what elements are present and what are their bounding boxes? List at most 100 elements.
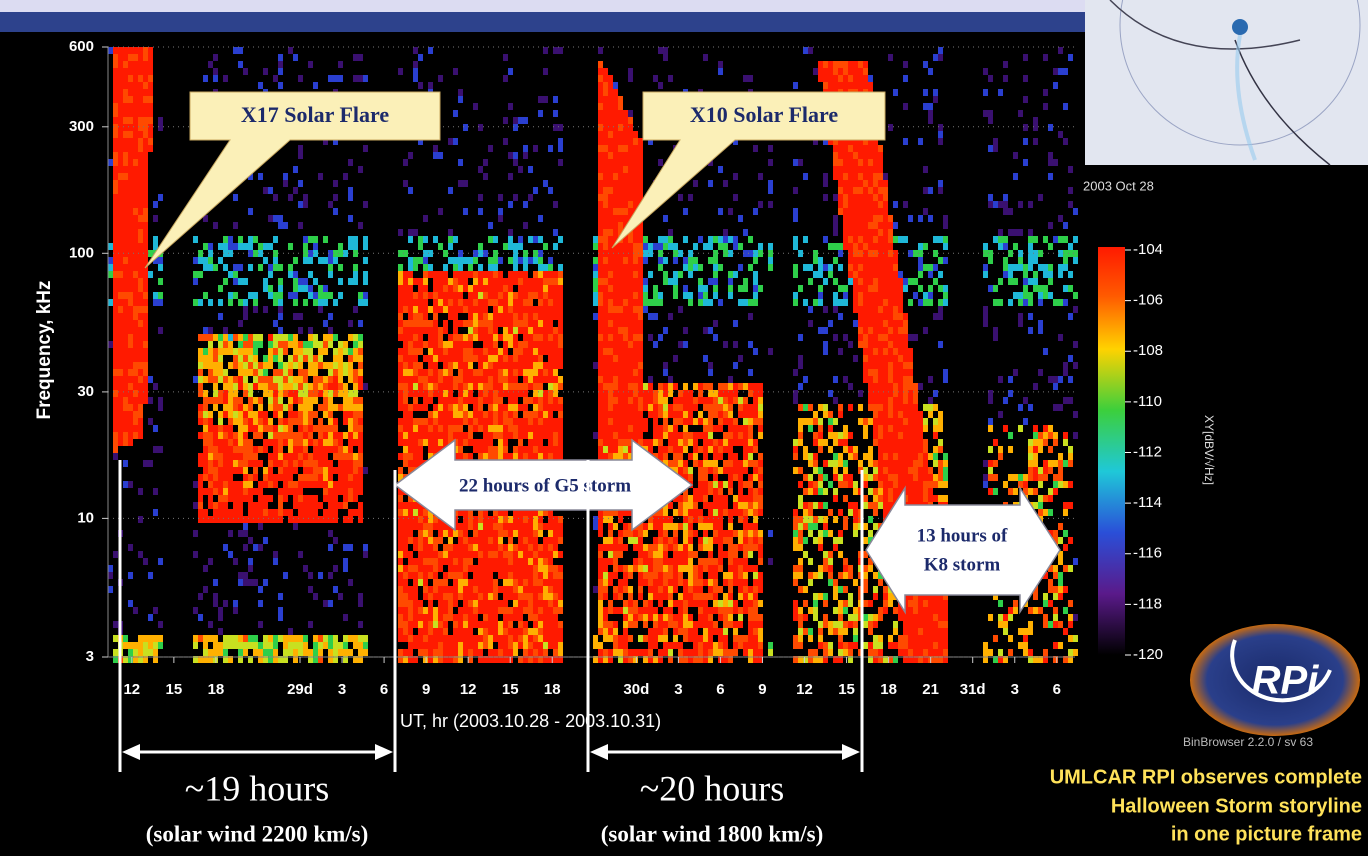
spectro-cell: [133, 47, 138, 54]
spectro-cell: [218, 341, 223, 348]
spectro-cell: [203, 390, 208, 397]
spectro-cell: [623, 131, 628, 138]
spectro-cell: [598, 572, 603, 579]
spectro-cell: [513, 586, 518, 593]
spectro-cell: [463, 418, 468, 425]
spectro-cell: [403, 551, 408, 558]
spectro-cell: [633, 173, 638, 180]
spectro-cell: [118, 89, 123, 96]
spectro-cell: [428, 446, 433, 453]
spectro-cell: [523, 649, 528, 656]
spectro-cell: [698, 411, 703, 418]
spectro-cell: [553, 355, 558, 362]
spectro-cell: [118, 180, 123, 187]
spectro-cell: [293, 341, 298, 348]
spectro-cell: [403, 446, 408, 453]
spectro-cell: [433, 348, 438, 355]
spectro-cell: [243, 649, 248, 656]
spectro-cell: [253, 544, 258, 551]
spectro-cell: [138, 306, 143, 313]
spectro-cell: [433, 145, 438, 152]
spectro-cell: [728, 278, 733, 285]
spectro-cell: [608, 320, 613, 327]
spectro-cell: [398, 383, 403, 390]
spectro-cell: [303, 516, 308, 523]
spectro-cell: [503, 348, 508, 355]
spectro-cell: [628, 348, 633, 355]
spectro-cell: [458, 628, 463, 635]
page: 3103010030060012151829d36912151830d36912…: [0, 0, 1368, 856]
spectro-cell: [428, 362, 433, 369]
spectro-cell: [208, 411, 213, 418]
spectro-cell: [433, 565, 438, 572]
spectro-cell: [558, 565, 563, 572]
spectro-cell: [113, 159, 118, 166]
spectro-cell: [623, 649, 628, 656]
spectro-cell: [213, 75, 218, 82]
spectro-cell: [398, 649, 403, 656]
spectro-cell: [538, 516, 543, 523]
spectro-cell: [513, 453, 518, 460]
spectro-cell: [218, 369, 223, 376]
spectro-cell: [423, 320, 428, 327]
spectro-cell: [518, 558, 523, 565]
spectro-cell: [663, 446, 668, 453]
spectro-cell: [453, 586, 458, 593]
spectro-cell: [288, 271, 293, 278]
spectro-cell: [328, 75, 333, 82]
spectro-cell: [528, 313, 533, 320]
spectro-cell: [403, 600, 408, 607]
spectro-cell: [613, 376, 618, 383]
spectro-cell: [213, 397, 218, 404]
spectro-cell: [243, 243, 248, 250]
spectro-cell: [558, 320, 563, 327]
spectro-cell: [673, 565, 678, 572]
spectro-cell: [143, 299, 148, 306]
spectro-cell: [558, 334, 563, 341]
spectro-cell: [543, 621, 548, 628]
spectro-cell: [488, 376, 493, 383]
spectro-cell: [533, 453, 538, 460]
spectro-cell: [308, 621, 313, 628]
spectro-cell: [498, 621, 503, 628]
spectro-cell: [663, 586, 668, 593]
spectro-cell: [233, 558, 238, 565]
spectro-cell: [623, 614, 628, 621]
spectro-cell: [218, 418, 223, 425]
spectro-cell: [438, 523, 443, 530]
spectro-cell: [558, 362, 563, 369]
spectro-cell: [248, 579, 253, 586]
spectro-cell: [123, 159, 128, 166]
spectro-cell: [628, 208, 633, 215]
spectro-cell: [688, 257, 693, 264]
spectro-cell: [608, 285, 613, 292]
spectro-cell: [518, 453, 523, 460]
spectro-cell: [418, 565, 423, 572]
spectro-cell: [658, 628, 663, 635]
spectro-cell: [428, 572, 433, 579]
spectro-cell: [648, 614, 653, 621]
spectro-cell: [513, 516, 518, 523]
spectro-cell: [598, 348, 603, 355]
spectro-cell: [128, 572, 133, 579]
spectro-cell: [403, 404, 408, 411]
spectro-cell: [363, 551, 368, 558]
spectro-cell: [133, 278, 138, 285]
spectro-cell: [483, 446, 488, 453]
spectro-cell: [303, 404, 308, 411]
spectro-cell: [498, 411, 503, 418]
spectro-cell: [503, 635, 508, 642]
spectro-cell: [488, 558, 493, 565]
spectro-cell: [308, 257, 313, 264]
spectro-cell: [548, 425, 553, 432]
spectro-cell: [658, 82, 663, 89]
spectro-cell: [518, 523, 523, 530]
spectro-cell: [468, 383, 473, 390]
spectro-cell: [398, 425, 403, 432]
spectro-cell: [423, 236, 428, 243]
spectro-cell: [493, 551, 498, 558]
spectro-cell: [118, 334, 123, 341]
spectro-cell: [693, 439, 698, 446]
spectro-cell: [398, 68, 403, 75]
spectro-cell: [293, 467, 298, 474]
